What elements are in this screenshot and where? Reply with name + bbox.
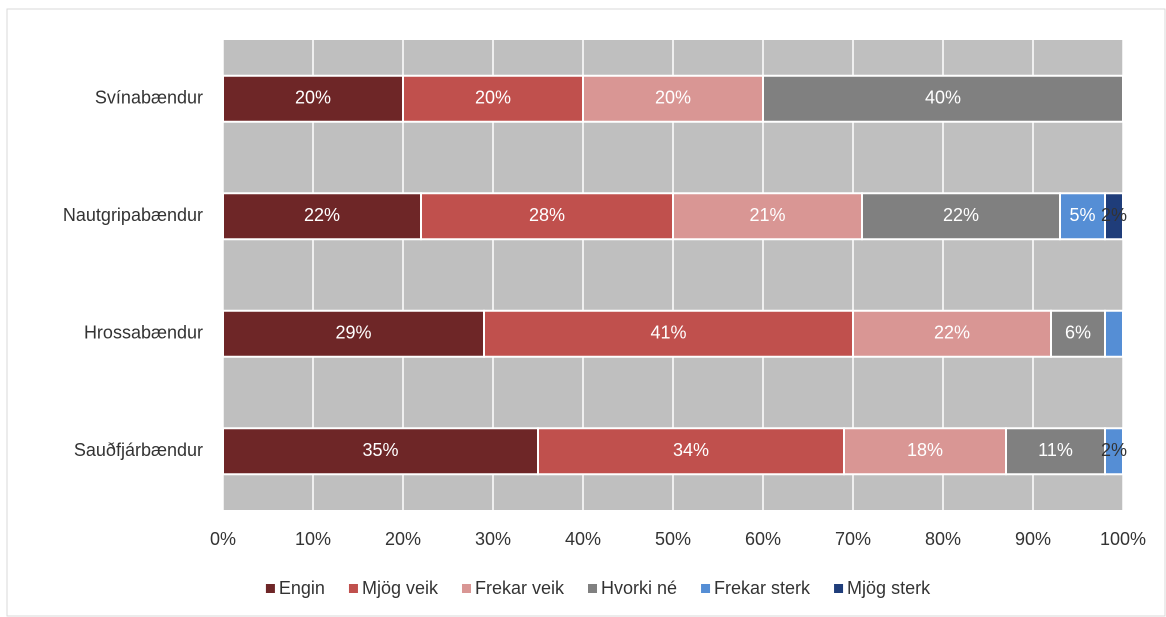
data-label: 6%	[1065, 323, 1091, 343]
data-label: 34%	[673, 440, 709, 460]
legend-label: Mjög sterk	[847, 578, 931, 598]
legend-swatch	[461, 584, 471, 593]
data-label: 20%	[295, 88, 331, 108]
data-label: 28%	[529, 205, 565, 225]
legend-swatch	[834, 584, 844, 593]
y-tick-label: Sauðfjárbændur	[74, 440, 203, 460]
data-label: 20%	[475, 88, 511, 108]
x-tick-label: 0%	[210, 529, 236, 549]
x-tick-label: 90%	[1015, 529, 1051, 549]
bar-segment	[672, 192, 863, 241]
data-label: 41%	[650, 323, 686, 343]
legend-swatch	[348, 584, 358, 593]
bar-segment	[1104, 427, 1124, 476]
data-label: 22%	[304, 205, 340, 225]
data-label: 18%	[907, 440, 943, 460]
x-tick-label: 80%	[925, 529, 961, 549]
data-label: 5%	[1069, 205, 1095, 225]
x-tick-label: 40%	[565, 529, 601, 549]
x-tick-label: 100%	[1100, 529, 1146, 549]
bar-segment	[537, 427, 845, 476]
y-tick-label: Svínabændur	[95, 88, 203, 108]
legend-label: Mjög veik	[362, 578, 439, 598]
x-tick-label: 60%	[745, 529, 781, 549]
x-tick-label: 20%	[385, 529, 421, 549]
x-tick-label: 30%	[475, 529, 511, 549]
data-label: 35%	[362, 440, 398, 460]
legend-swatch	[701, 584, 711, 593]
data-label: 40%	[925, 88, 961, 108]
bar-segment	[222, 427, 539, 476]
bar-segment	[1104, 309, 1124, 358]
bar-segment	[762, 74, 1124, 123]
data-label: 2%	[1101, 440, 1127, 460]
y-tick-label: Hrossabændur	[84, 323, 203, 343]
data-label: 29%	[335, 323, 371, 343]
legend-label: Engin	[279, 578, 325, 598]
bar-segment	[222, 309, 485, 358]
data-label: 20%	[655, 88, 691, 108]
legend-swatch	[265, 584, 275, 593]
bar-segment	[1005, 427, 1106, 476]
legend-label: Frekar sterk	[714, 578, 811, 598]
x-tick-label: 10%	[295, 529, 331, 549]
y-tick-label: Nautgripabændur	[63, 205, 203, 225]
bar-segment	[1104, 192, 1124, 241]
data-label: 22%	[934, 323, 970, 343]
data-label: 22%	[943, 205, 979, 225]
bar-segment	[222, 192, 422, 241]
legend-label: Frekar veik	[475, 578, 565, 598]
bar-segment	[843, 427, 1007, 476]
data-label: 21%	[749, 205, 785, 225]
bar-segment	[420, 192, 674, 241]
x-tick-label: 70%	[835, 529, 871, 549]
data-label: 11%	[1038, 440, 1073, 460]
legend-swatch	[588, 584, 598, 593]
legend-label: Hvorki né	[601, 578, 677, 598]
data-label: 2%	[1101, 205, 1127, 225]
x-tick-label: 50%	[655, 529, 691, 549]
